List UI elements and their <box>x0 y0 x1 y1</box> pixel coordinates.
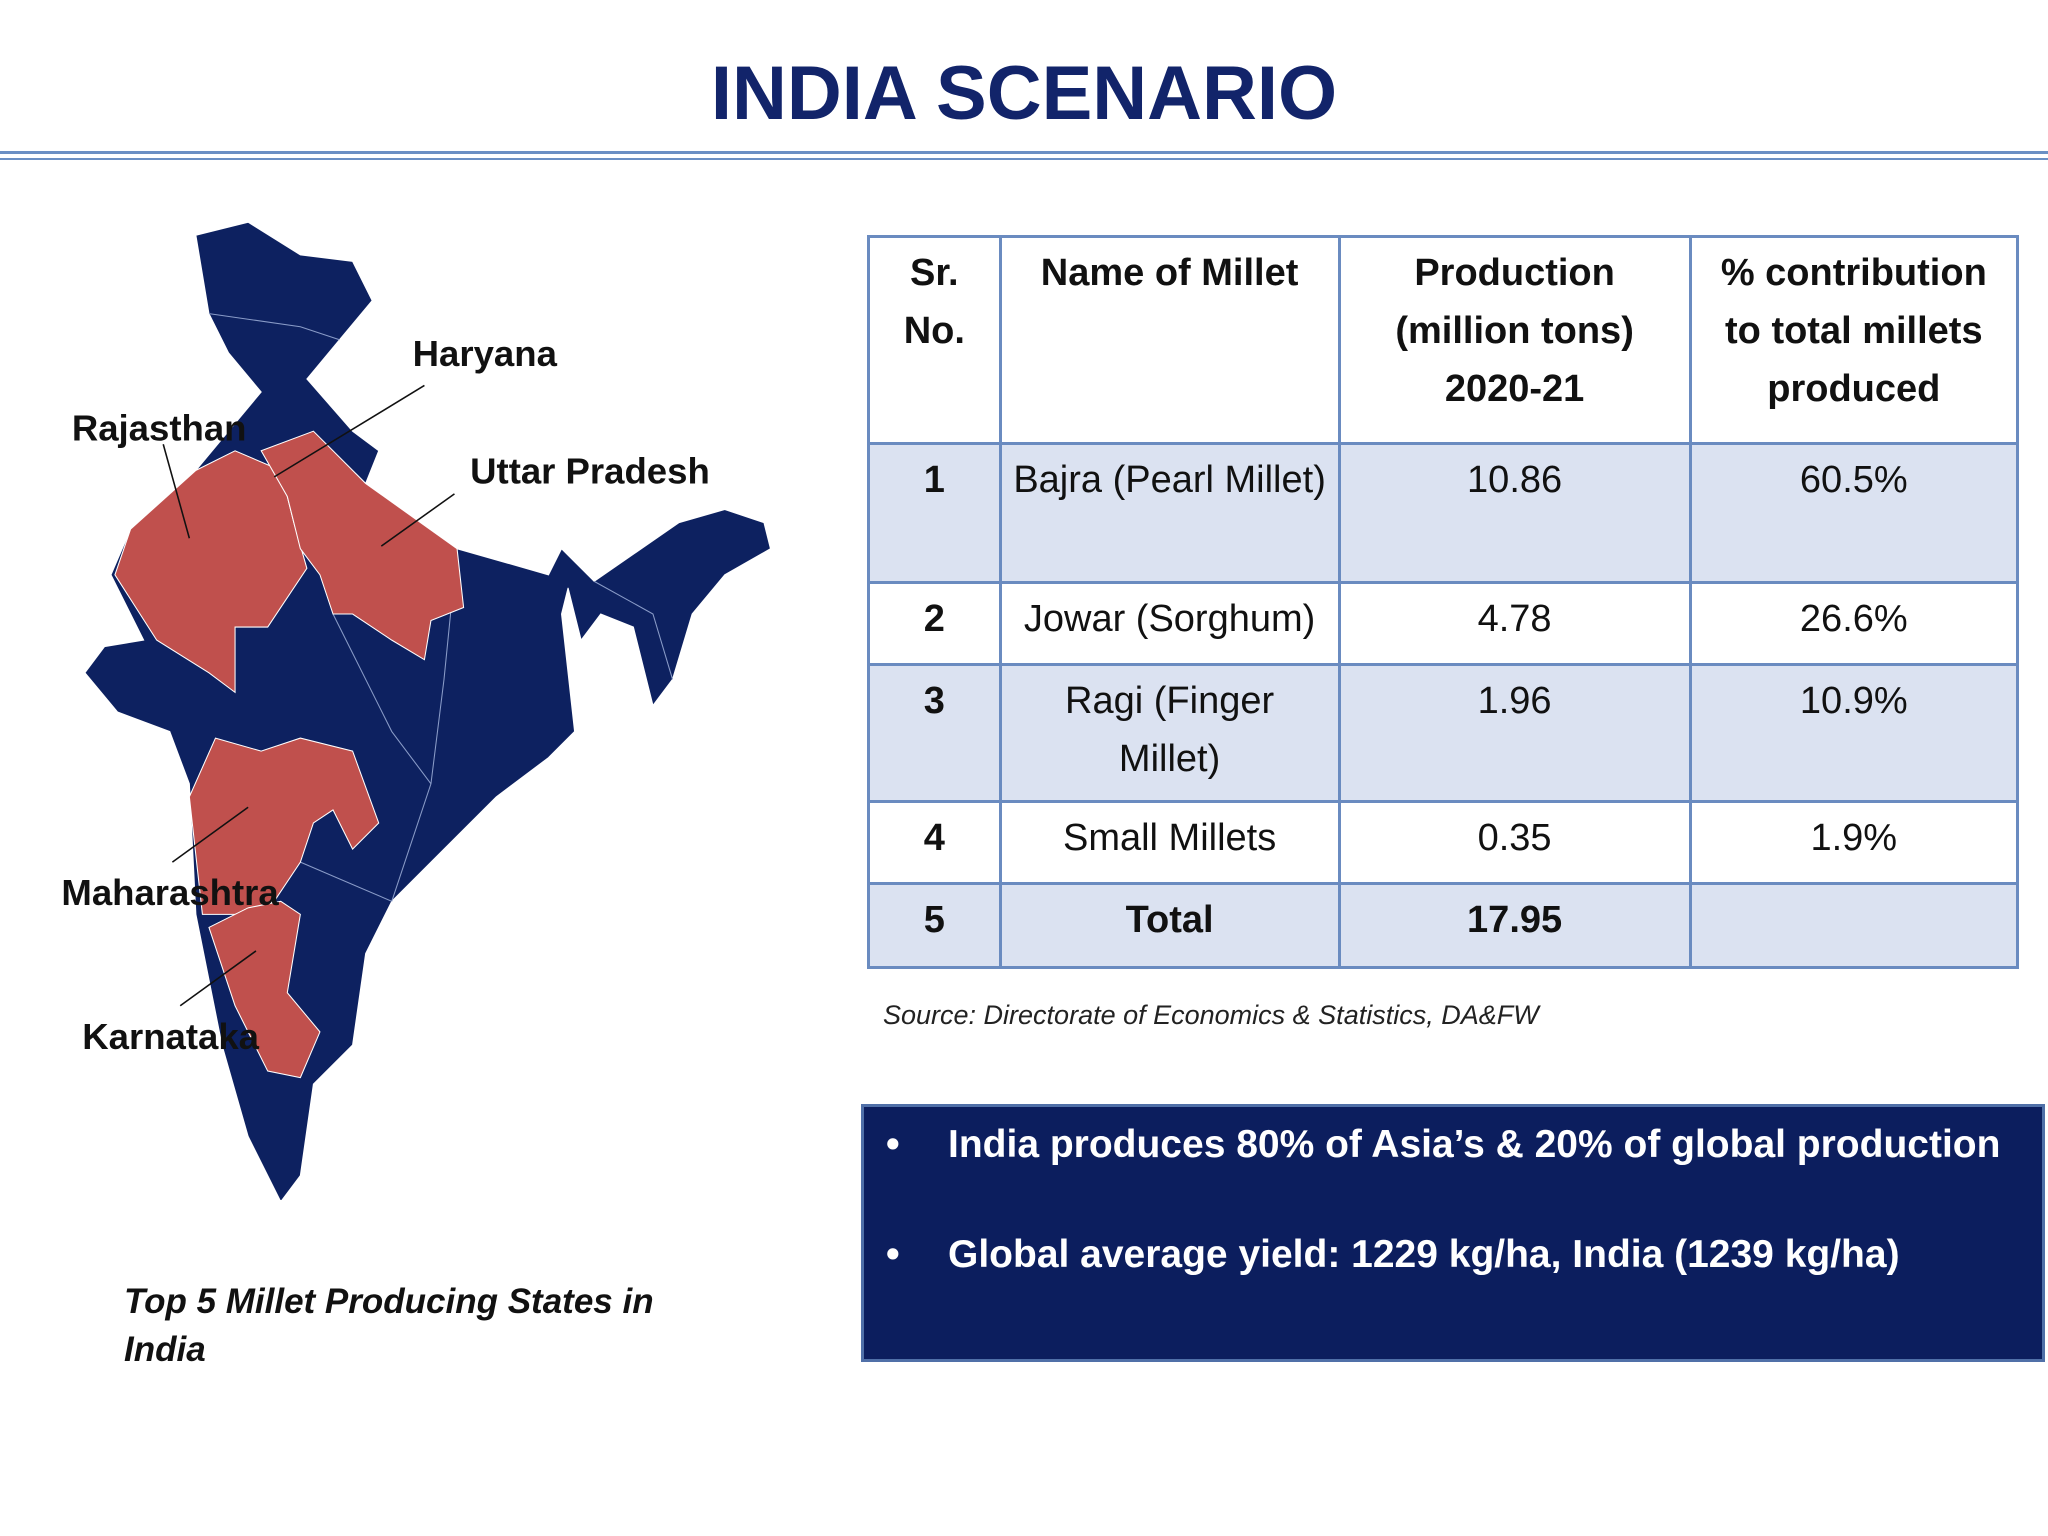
bullet: India produces 80% of Asia’s & 20% of gl… <box>886 1123 2000 1167</box>
source-note: Source: Directorate of Economics & Stati… <box>883 1000 1539 1030</box>
table-row: 3 Ragi (Finger Millet) 1.96 10.9% <box>867 663 2020 803</box>
state-label: Maharashtra <box>61 872 279 913</box>
column-header: Sr. No. <box>867 235 1002 445</box>
table-cell: 1.9% <box>1688 800 2020 885</box>
title-rule <box>0 151 2048 154</box>
table-row: 4 Small Millets 0.35 1.9% <box>867 800 2020 885</box>
column-header: Production (million tons) 2020-21 <box>1337 235 1692 445</box>
table-cell: 4.78 <box>1337 581 1692 666</box>
table-row: 5 Total 17.95 <box>867 882 2020 969</box>
table-cell: 60.5% <box>1688 442 2020 584</box>
table-cell: 17.95 <box>1337 882 1692 969</box>
table-cell: Total <box>998 882 1341 969</box>
highlight-box: India produces 80% of Asia’s & 20% of gl… <box>861 1104 2045 1362</box>
table-row: 1 Bajra (Pearl Millet) 10.86 60.5% <box>867 442 2020 584</box>
table-cell: 26.6% <box>1688 581 2020 666</box>
leader-lines <box>162 384 455 1007</box>
table-cell: 10.86 <box>1337 442 1692 584</box>
table-cell: 1 <box>867 442 1002 584</box>
table-cell: 2 <box>867 581 1002 666</box>
state-label: Rajasthan <box>72 407 247 448</box>
header-row: Sr. No. Name of Millet Production (million… <box>867 235 2020 445</box>
table-cell <box>1688 882 2020 969</box>
state-label: Karnataka <box>82 1016 259 1057</box>
bullet: Global average yield: 1229 kg/ha, India … <box>886 1233 1900 1277</box>
india-map: Haryana Rajasthan Uttar Pradesh Maharash… <box>61 221 772 1200</box>
table-cell: 1.96 <box>1337 663 1692 803</box>
table-cell: Ragi (Finger Millet) <box>998 663 1341 803</box>
map-caption: Top 5 Millet Producing States in India <box>124 1282 654 1369</box>
table-cell: Jowar (Sorghum) <box>998 581 1341 666</box>
table-cell: 4 <box>867 800 1002 885</box>
title-rule <box>0 158 2048 160</box>
table-cell: 10.9% <box>1688 663 2020 803</box>
table-cell: 3 <box>867 663 1002 803</box>
table-cell: Bajra (Pearl Millet) <box>998 442 1341 584</box>
slide-title: INDIA SCENARIO <box>710 51 1338 136</box>
column-header: % contribution to total millets produced <box>1688 235 2020 445</box>
highlighted-states <box>114 430 465 1079</box>
state-label: Uttar Pradesh <box>470 450 710 491</box>
state-label: Haryana <box>413 333 558 374</box>
millet-table: Sr. No. Name of Millet Production (million… <box>867 235 2020 969</box>
table-cell: 5 <box>867 882 1002 969</box>
state-borders <box>208 313 674 902</box>
table-cell: 0.35 <box>1337 800 1692 885</box>
column-header: Name of Millet <box>998 235 1341 445</box>
table-row: 2 Jowar (Sorghum) 4.78 26.6% <box>867 581 2020 666</box>
table-cell: Small Millets <box>998 800 1341 885</box>
